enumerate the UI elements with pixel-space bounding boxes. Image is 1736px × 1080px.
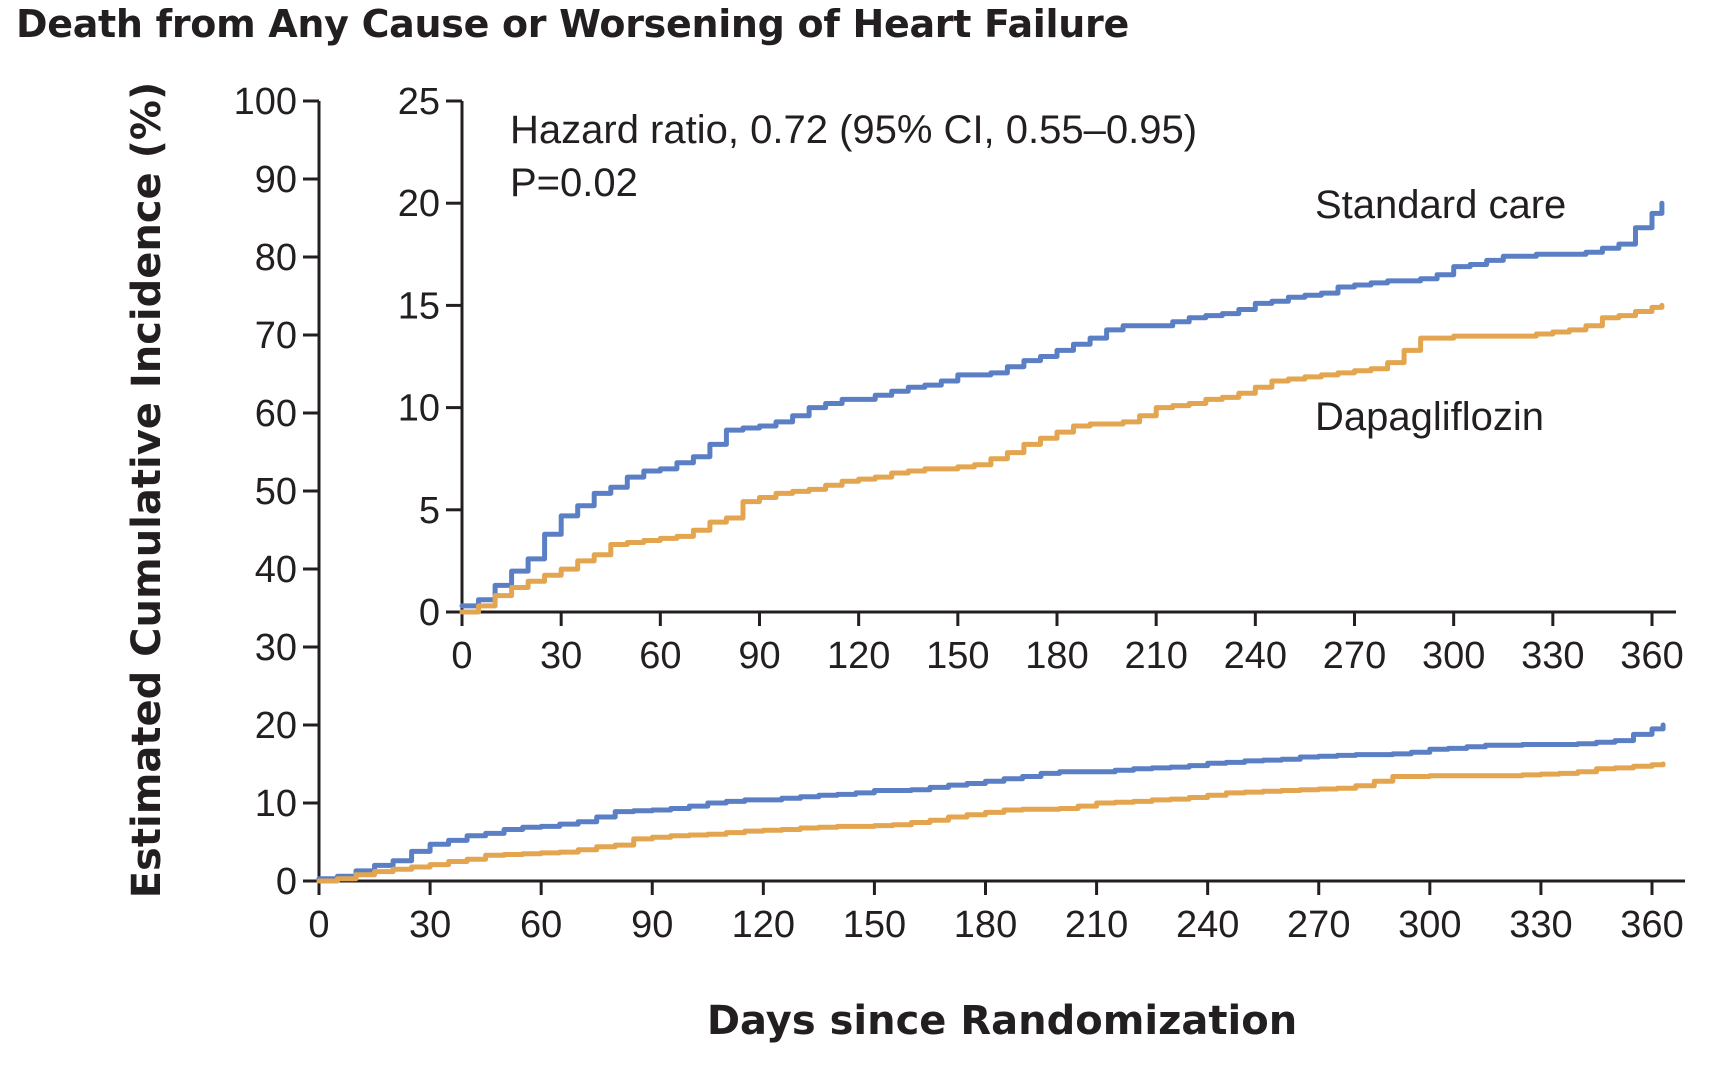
main-series-group xyxy=(316,722,1666,884)
inset-series-group xyxy=(459,200,1665,615)
x-axis-title: Days since Randomization xyxy=(707,998,1297,1044)
main-x-tick-label: 240 xyxy=(1176,904,1239,946)
main-series-line-dapagliflozin xyxy=(316,761,1666,884)
inset-x-tick-label: 330 xyxy=(1521,635,1584,677)
main-x-tick-label: 180 xyxy=(954,904,1017,946)
main-x-tick-label: 60 xyxy=(520,904,562,946)
inset-x-tick-label: 240 xyxy=(1224,635,1287,677)
main-x-tick-label: 330 xyxy=(1509,904,1572,946)
inset-series-line-dapagliflozin xyxy=(459,302,1665,615)
inset-x-tick-label: 90 xyxy=(738,635,780,677)
hazard-ratio-text: Hazard ratio, 0.72 (95% CI, 0.55–0.95) xyxy=(510,108,1197,152)
main-y-tick-label: 10 xyxy=(255,783,297,825)
inset-tick-labels: 0 5 10 15 20 25 0 30 60 90 120 150 180 210 240 270 300 33… xyxy=(398,81,1684,677)
inset-x-tick-label: 300 xyxy=(1422,635,1485,677)
inset-x-tick-label: 150 xyxy=(926,635,989,677)
y-axis-title: Estimated Cumulative Incidence (%) xyxy=(124,82,170,899)
chart-title: Death from Any Cause or Worsening of Hea… xyxy=(16,2,1129,46)
series-label-standard-care: Standard care xyxy=(1315,183,1566,227)
main-x-tick-label: 90 xyxy=(631,904,673,946)
inset-y-tick-label: 25 xyxy=(398,81,440,123)
main-x-tick-label: 30 xyxy=(409,904,451,946)
inset-y-tick-label: 10 xyxy=(398,388,440,430)
main-y-tick-label: 20 xyxy=(255,705,297,747)
p-value-text: P=0.02 xyxy=(510,161,638,205)
inset-y-tick-label: 5 xyxy=(419,490,440,532)
main-y-tick-label: 100 xyxy=(234,81,297,123)
inset-axes xyxy=(446,99,1676,626)
main-y-tick-label: 30 xyxy=(255,627,297,669)
inset-y-tick-label: 15 xyxy=(398,285,440,327)
main-series-line-standard-care xyxy=(316,722,1666,882)
main-x-tick-label: 360 xyxy=(1620,904,1683,946)
inset-x-tick-label: 180 xyxy=(1025,635,1088,677)
inset-x-tick-label: 60 xyxy=(639,635,681,677)
inset-x-tick-label: 120 xyxy=(827,635,890,677)
main-x-tick-label: 300 xyxy=(1398,904,1461,946)
main-y-tick-label: 80 xyxy=(255,237,297,279)
series-label-dapagliflozin: Dapagliflozin xyxy=(1315,395,1544,439)
inset-x-tick-label: 360 xyxy=(1620,635,1683,677)
main-x-tick-label: 120 xyxy=(732,904,795,946)
main-y-tick-label: 0 xyxy=(276,861,297,903)
inset-x-tick-label: 270 xyxy=(1323,635,1386,677)
inset-x-tick-label: 30 xyxy=(540,635,582,677)
main-y-tick-label: 70 xyxy=(255,315,297,357)
main-y-tick-label: 40 xyxy=(255,549,297,591)
main-x-tick-label: 210 xyxy=(1065,904,1128,946)
main-x-tick-label: 0 xyxy=(308,904,329,946)
main-y-tick-label: 90 xyxy=(255,159,297,201)
inset-y-tick-label: 0 xyxy=(419,592,440,634)
main-y-tick-label: 60 xyxy=(255,393,297,435)
inset-y-tick-label: 20 xyxy=(398,183,440,225)
inset-x-tick-label: 210 xyxy=(1124,635,1187,677)
inset-x-tick-label: 0 xyxy=(451,635,472,677)
inset-series-line-standard-care xyxy=(459,200,1665,609)
main-x-tick-label: 150 xyxy=(843,904,906,946)
main-x-tick-label: 270 xyxy=(1287,904,1350,946)
main-axes xyxy=(303,99,1685,895)
main-y-tick-label: 50 xyxy=(255,471,297,513)
